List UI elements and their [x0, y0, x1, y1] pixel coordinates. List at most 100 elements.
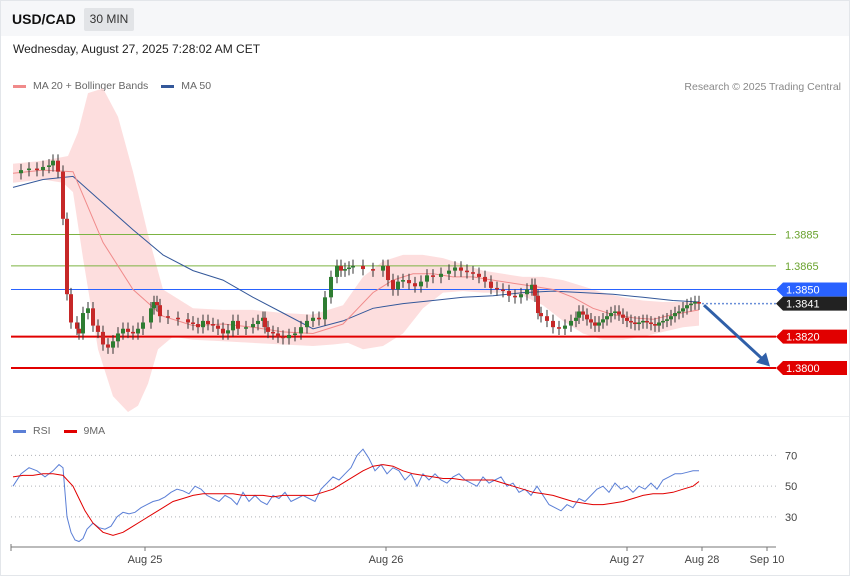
forecast-arrow-shaft — [702, 304, 766, 362]
candle-body — [396, 281, 400, 290]
candle-body — [347, 267, 351, 270]
candle-body — [77, 328, 81, 334]
candle-body — [513, 295, 517, 298]
ma50-legend-swatch — [161, 84, 175, 88]
candle-body — [221, 328, 225, 334]
candle-body — [335, 265, 339, 277]
candle-body — [477, 273, 481, 277]
candle-body — [693, 302, 697, 304]
ma9-legend-label: 9MA — [83, 425, 106, 437]
candle-body — [585, 314, 589, 320]
candle-body — [231, 320, 235, 331]
candle-body — [381, 265, 385, 271]
candle-body — [407, 280, 411, 284]
candle-body — [621, 314, 625, 318]
candle-body — [91, 308, 95, 326]
ma9-legend-swatch — [63, 429, 77, 433]
candle-body — [665, 319, 669, 321]
candle-body — [287, 335, 291, 339]
candle-body — [601, 319, 605, 323]
candle-body — [176, 317, 180, 320]
candle-body — [519, 294, 523, 298]
candle-body — [244, 327, 248, 329]
x-tick-label: Aug 26 — [369, 554, 404, 566]
candle-body — [597, 322, 601, 326]
ma50-line — [12, 175, 700, 330]
candle-body — [545, 316, 549, 321]
candle-body — [471, 272, 475, 274]
candle-body — [19, 170, 23, 174]
candle-body — [431, 275, 435, 277]
candle-body — [263, 317, 267, 328]
candle-body — [56, 160, 60, 172]
candle-body — [625, 317, 629, 321]
candle-body — [293, 333, 297, 336]
candle-body — [111, 341, 115, 348]
level-label-1-3865: 1.3865 — [785, 261, 819, 273]
candle-body — [413, 283, 417, 287]
x-tick-label: Aug 25 — [128, 554, 163, 566]
candle-body — [617, 311, 621, 315]
timeframe-button[interactable]: 30 MIN — [84, 8, 134, 31]
candle-body — [495, 287, 499, 290]
candle-body — [593, 322, 597, 326]
level-label-1-3800: 1.3800 — [786, 363, 820, 375]
candle-body — [121, 328, 125, 334]
candle-body — [256, 320, 260, 325]
candle-body — [216, 325, 220, 329]
candle-body — [281, 336, 285, 339]
candle-body — [317, 317, 321, 320]
candle-body — [439, 273, 443, 277]
rsi-legend: RSI 9MA — [13, 425, 105, 437]
candle-body — [206, 320, 210, 325]
x-tick-label: Sep 10 — [750, 554, 785, 566]
candle-body — [155, 302, 159, 306]
candle-body — [27, 168, 31, 171]
candle-body — [669, 316, 673, 320]
symbol-label: USD/CAD — [12, 11, 76, 27]
candle-body — [41, 166, 45, 171]
candle-body — [266, 327, 270, 332]
candle-body — [569, 320, 573, 326]
price-legend: MA 20 + Bollinger Bands MA 50 — [13, 80, 211, 92]
candle-body — [47, 165, 51, 167]
pane-divider — [1, 416, 849, 417]
candle-body — [371, 269, 375, 271]
ma50-legend-label: MA 50 — [181, 80, 212, 92]
candle-body — [401, 280, 405, 282]
candle-body — [101, 331, 105, 345]
candle-body — [681, 308, 685, 312]
candle-body — [419, 281, 423, 287]
x-tick-label: Aug 27 — [610, 554, 645, 566]
candle-body — [633, 322, 637, 325]
candle-body — [465, 270, 469, 273]
candle-body — [311, 317, 315, 321]
candle-body — [677, 311, 681, 314]
candle-body — [276, 333, 280, 337]
candle-body — [126, 328, 130, 332]
candle-body — [191, 322, 195, 325]
timestamp: Wednesday, August 27, 2025 7:28:02 AM CE… — [13, 42, 261, 56]
rsi-line — [12, 448, 699, 543]
candle-body — [501, 289, 505, 292]
candle-body — [305, 320, 309, 328]
candle-body — [539, 313, 543, 317]
candle-body — [51, 160, 55, 166]
candle-body — [673, 313, 677, 317]
top-toolbar: USD/CAD 30 MIN — [1, 1, 849, 36]
candle-body — [131, 331, 135, 334]
rsi-legend-label: RSI — [33, 425, 51, 437]
candle-body — [136, 328, 140, 334]
candle-body — [525, 289, 529, 295]
candle-body — [563, 325, 567, 329]
ma20-legend-swatch — [13, 84, 26, 88]
candle-body — [351, 265, 355, 268]
candle-body — [158, 305, 162, 317]
candle-body — [391, 280, 395, 290]
candle-body — [65, 218, 69, 295]
candle-body — [645, 320, 649, 323]
candle-body — [141, 322, 145, 329]
rsi-legend-swatch — [13, 429, 26, 433]
candle-body — [35, 168, 39, 171]
